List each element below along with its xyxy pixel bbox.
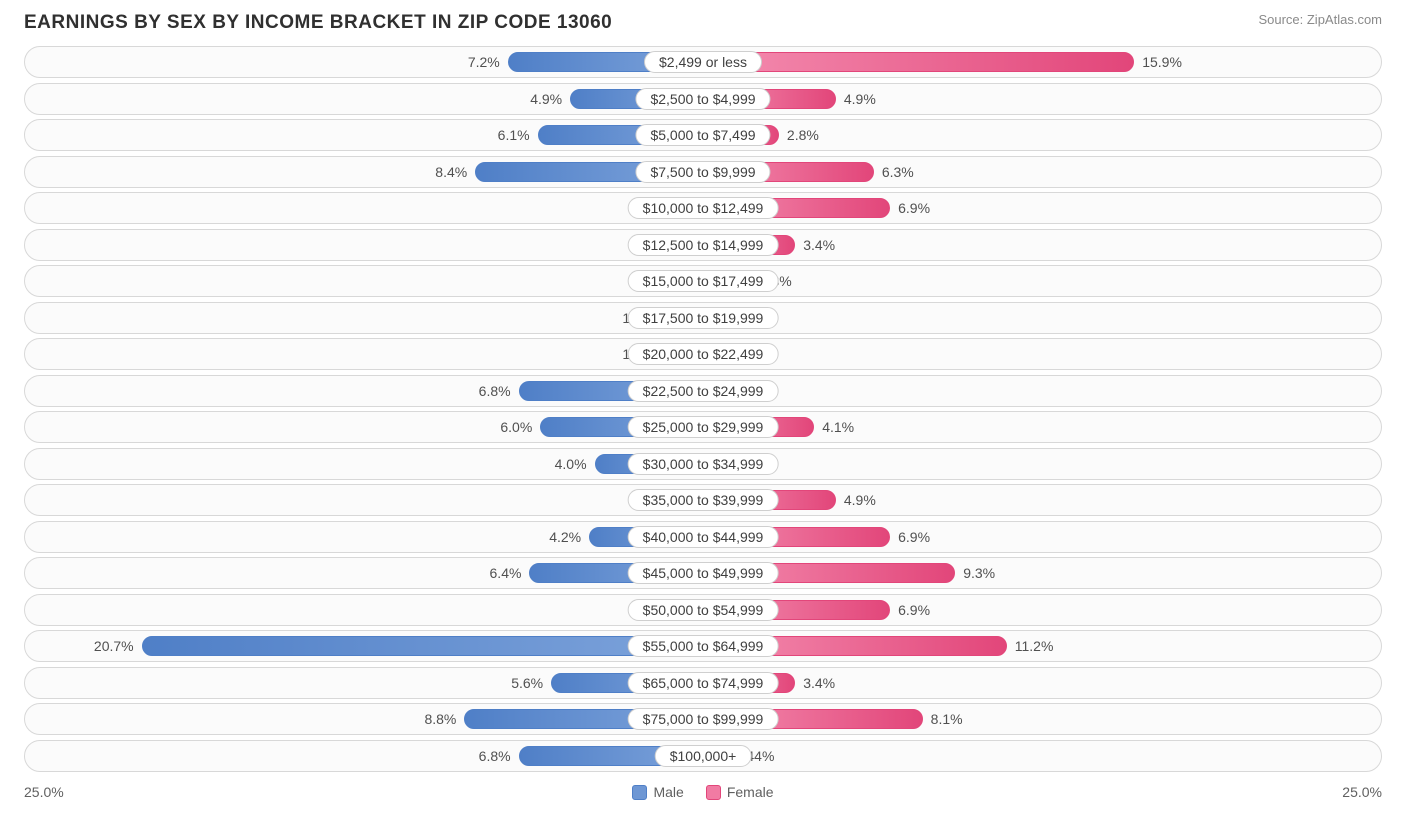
category-label: $10,000 to $12,499 <box>628 197 779 219</box>
chart-row: 6.4% 9.3% $45,000 to $49,999 <box>24 557 1382 589</box>
diverging-bar-chart: 7.2% 15.9% $2,499 or less 4.9% 4.9% $2,500 to… <box>0 42 1406 772</box>
chart-row: 5.6% 3.4% $65,000 to $74,999 <box>24 667 1382 699</box>
male-bar <box>142 636 703 656</box>
female-percent-label: 9.3% <box>955 565 1003 581</box>
female-percent-label: 6.9% <box>890 200 938 216</box>
category-label: $100,000+ <box>655 745 752 767</box>
chart-row: 6.1% 2.8% $5,000 to $7,499 <box>24 119 1382 151</box>
chart-row: 7.2% 15.9% $2,499 or less <box>24 46 1382 78</box>
male-percent-label: 5.6% <box>503 675 551 691</box>
source-attribution: Source: ZipAtlas.com <box>1258 12 1382 27</box>
chart-row: 6.0% 4.1% $25,000 to $29,999 <box>24 411 1382 443</box>
male-percent-label: 6.1% <box>490 127 538 143</box>
category-label: $22,500 to $24,999 <box>628 380 779 402</box>
category-label: $50,000 to $54,999 <box>628 599 779 621</box>
female-percent-label: 4.9% <box>836 492 884 508</box>
chart-row: 8.8% 8.1% $75,000 to $99,999 <box>24 703 1382 735</box>
category-label: $30,000 to $34,999 <box>628 453 779 475</box>
legend-item-female: Female <box>706 784 774 800</box>
male-percent-label: 4.2% <box>541 529 589 545</box>
category-label: $20,000 to $22,499 <box>628 343 779 365</box>
chart-row: 1.5%0.59%$17,500 to $19,999 <box>24 302 1382 334</box>
category-label: $35,000 to $39,999 <box>628 489 779 511</box>
category-label: $12,500 to $14,999 <box>628 234 779 256</box>
chart-row: 4.9% 4.9% $2,500 to $4,999 <box>24 83 1382 115</box>
female-swatch-icon <box>706 785 721 800</box>
female-percent-label: 6.3% <box>874 164 922 180</box>
female-percent-label: 6.9% <box>890 602 938 618</box>
male-percent-label: 6.8% <box>471 383 519 399</box>
chart-row: 8.4% 6.3% $7,500 to $9,999 <box>24 156 1382 188</box>
female-percent-label: 8.1% <box>923 711 971 727</box>
chart-row: 0.93%6.9%$10,000 to $12,499 <box>24 192 1382 224</box>
male-percent-label: 6.0% <box>492 419 540 435</box>
chart-row: 0.0%6.9%$50,000 to $54,999 <box>24 594 1382 626</box>
chart-row: 20.7% 11.2% $55,000 to $64,999 <box>24 630 1382 662</box>
chart-row: 0.53%3.4%$12,500 to $14,999 <box>24 229 1382 261</box>
category-label: $45,000 to $49,999 <box>628 562 779 584</box>
chart-row: 6.8%0.44%$22,500 to $24,999 <box>24 375 1382 407</box>
chart-row: 1.5%0.74%$20,000 to $22,499 <box>24 338 1382 370</box>
legend-male-label: Male <box>653 784 683 800</box>
category-label: $5,000 to $7,499 <box>635 124 770 146</box>
male-percent-label: 8.8% <box>416 711 464 727</box>
female-percent-label: 4.9% <box>836 91 884 107</box>
male-percent-label: 6.8% <box>471 748 519 764</box>
male-percent-label: 6.4% <box>482 565 530 581</box>
category-label: $75,000 to $99,999 <box>628 708 779 730</box>
female-percent-label: 2.8% <box>779 127 827 143</box>
male-percent-label: 8.4% <box>427 164 475 180</box>
category-label: $7,500 to $9,999 <box>635 161 770 183</box>
chart-row: 6.8%0.44%$100,000+ <box>24 740 1382 772</box>
chart-row: 0.0%4.9%$35,000 to $39,999 <box>24 484 1382 516</box>
female-percent-label: 4.1% <box>814 419 862 435</box>
category-label: $15,000 to $17,499 <box>628 270 779 292</box>
category-label: $55,000 to $64,999 <box>628 635 779 657</box>
male-swatch-icon <box>632 785 647 800</box>
axis-max-right: 25.0% <box>1342 784 1382 800</box>
female-percent-label: 3.4% <box>795 237 843 253</box>
chart-row: 0.0%1.8%$15,000 to $17,499 <box>24 265 1382 297</box>
female-percent-label: 11.2% <box>1007 638 1062 654</box>
legend: Male Female <box>632 784 773 800</box>
category-label: $17,500 to $19,999 <box>628 307 779 329</box>
chart-row: 4.0%1.2%$30,000 to $34,999 <box>24 448 1382 480</box>
category-label: $40,000 to $44,999 <box>628 526 779 548</box>
chart-title: EARNINGS BY SEX BY INCOME BRACKET IN ZIP… <box>24 12 612 34</box>
category-label: $2,500 to $4,999 <box>635 88 770 110</box>
female-bar <box>703 52 1134 72</box>
legend-female-label: Female <box>727 784 774 800</box>
male-percent-label: 4.9% <box>522 91 570 107</box>
chart-row: 4.2% 6.9% $40,000 to $44,999 <box>24 521 1382 553</box>
female-percent-label: 6.9% <box>890 529 938 545</box>
male-percent-label: 20.7% <box>86 638 142 654</box>
category-label: $25,000 to $29,999 <box>628 416 779 438</box>
male-percent-label: 7.2% <box>460 54 508 70</box>
category-label: $2,499 or less <box>644 51 762 73</box>
axis-max-left: 25.0% <box>24 784 64 800</box>
female-percent-label: 3.4% <box>795 675 843 691</box>
legend-item-male: Male <box>632 784 683 800</box>
category-label: $65,000 to $74,999 <box>628 672 779 694</box>
male-percent-label: 4.0% <box>547 456 595 472</box>
female-percent-label: 15.9% <box>1134 54 1190 70</box>
